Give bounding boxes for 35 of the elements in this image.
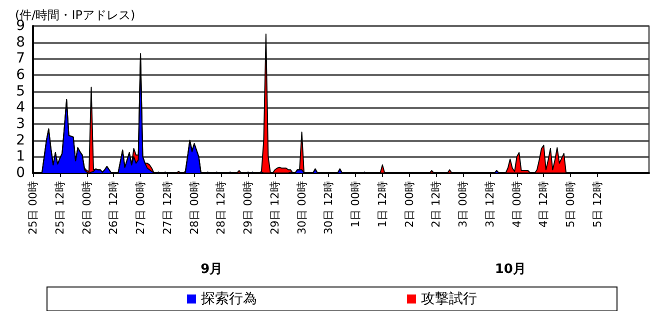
y-tick-label: 5 <box>16 83 25 100</box>
y-tick-label: 4 <box>16 100 26 116</box>
y-tick-label: 2 <box>16 132 25 148</box>
x-tick-label: 5日 12時 <box>590 181 604 228</box>
legend-label: 探索行為 <box>201 291 257 307</box>
x-tick-label: 2日 12時 <box>430 181 443 228</box>
text: 9月 <box>200 262 223 277</box>
y-tick-label: 3 <box>16 116 25 132</box>
x-tick-label: 27日 12時 <box>160 181 174 234</box>
x-tick-label: 26日 12時 <box>107 181 120 234</box>
x-tick-label: 30日 00時 <box>295 181 308 234</box>
x-tick-label: 2日 00時 <box>402 181 416 228</box>
x-tick-label: 25日 00時 <box>26 181 40 234</box>
x-tick-label: 4日 12時 <box>537 181 550 228</box>
x-tick-label: 3日 00時 <box>456 181 470 228</box>
x-tick-label: 28日 12時 <box>214 181 228 234</box>
x-tick-label: 1日 12時 <box>376 181 389 228</box>
x-tick-label: 26日 00時 <box>80 181 94 234</box>
y-tick-label: 6 <box>16 67 26 83</box>
x-tick-label: 1日 00時 <box>349 181 362 228</box>
x-tick-label: 30日 12時 <box>322 181 336 234</box>
y-tick-label: 8 <box>16 34 25 50</box>
x-tick-label: 29日 12時 <box>268 181 282 234</box>
text: 10月 <box>494 262 526 277</box>
y-tick-label: 0 <box>16 165 25 181</box>
x-tick-label: 3日 12時 <box>483 181 496 228</box>
x-tick-label: 5日 00時 <box>564 181 578 228</box>
y-tick-label: 7 <box>16 50 25 67</box>
x-tick-label: 29日 00時 <box>242 181 255 234</box>
x-tick-label: 27日 00時 <box>134 181 148 234</box>
x-tick-label: 4日 00時 <box>510 181 524 228</box>
legend-label: 攻撃試行 <box>421 291 477 307</box>
x-tick-label: 28日 00時 <box>188 181 201 234</box>
x-tick-label: 25日 12時 <box>53 181 66 234</box>
y-tick-label: 1 <box>16 148 25 165</box>
